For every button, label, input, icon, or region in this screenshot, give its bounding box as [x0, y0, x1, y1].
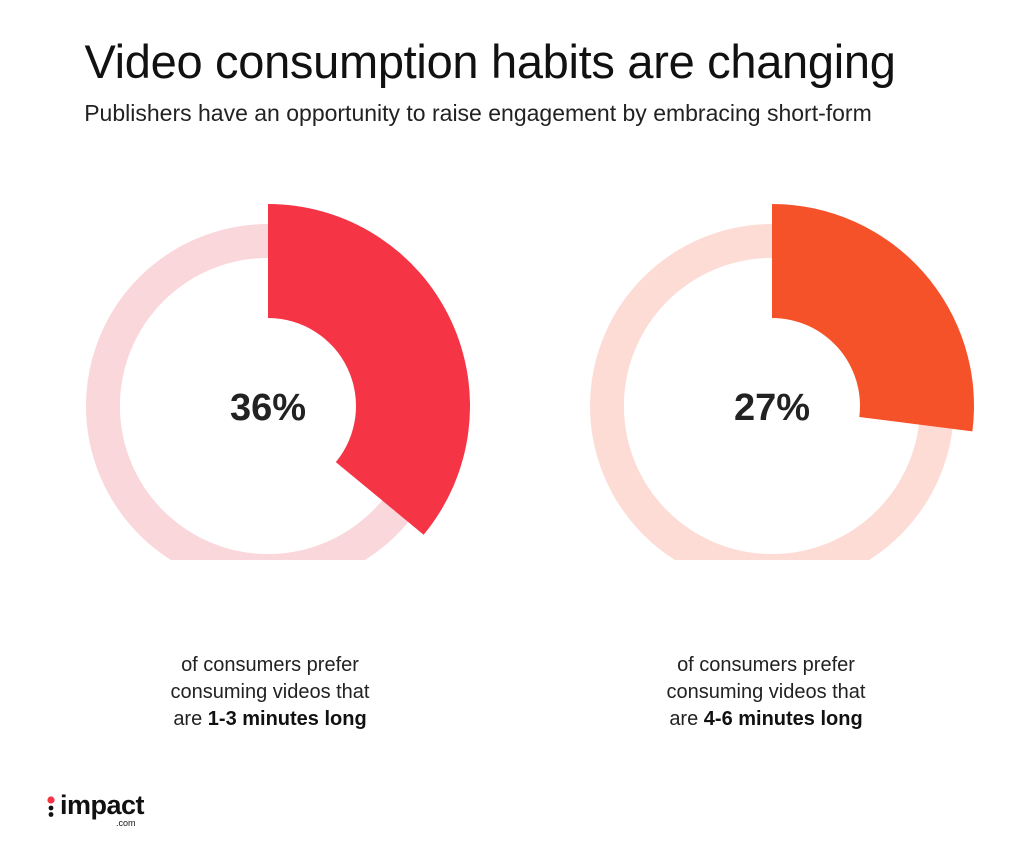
logo-suffix: .com [116, 818, 136, 828]
caption-line: of consumers prefer [677, 654, 855, 676]
caption-line: are 4-6 minutes long [606, 706, 926, 733]
chart-title: Video consumption habits are changing [84, 35, 896, 88]
caption-highlight: 1-3 minutes long [207, 708, 367, 730]
donut-percent-label: 27% [734, 387, 810, 429]
logo-dot-bottom [48, 812, 54, 817]
donut-highlight-segment [772, 204, 974, 432]
caption-line: of consumers prefer [181, 654, 359, 676]
logo-wordmark: impact [60, 790, 145, 820]
caption-line: consuming videos that [170, 681, 370, 703]
chart-subtitle: Publishers have an opportunity to raise … [84, 100, 872, 126]
caption-line: are 1-3 minutes long [110, 706, 430, 733]
caption-prefix: are [669, 708, 699, 730]
logo-dot-middle [48, 805, 54, 811]
donut-chart-2: 27% [590, 204, 974, 560]
donut-percent-label: 36% [230, 387, 306, 429]
logo-dot-top [47, 796, 55, 804]
caption-1: of consumers prefer consuming videos tha… [110, 652, 430, 733]
caption-prefix: are [173, 708, 203, 730]
caption-line: consuming videos that [666, 681, 866, 703]
donut-chart-1: 36% [86, 204, 470, 560]
caption-highlight: 4-6 minutes long [703, 708, 863, 730]
logo-mark-icon [47, 796, 55, 817]
caption-2: of consumers prefer consuming videos tha… [606, 652, 926, 733]
impact-logo: impact .com [46, 790, 166, 830]
donut-highlight-segment [268, 204, 470, 535]
